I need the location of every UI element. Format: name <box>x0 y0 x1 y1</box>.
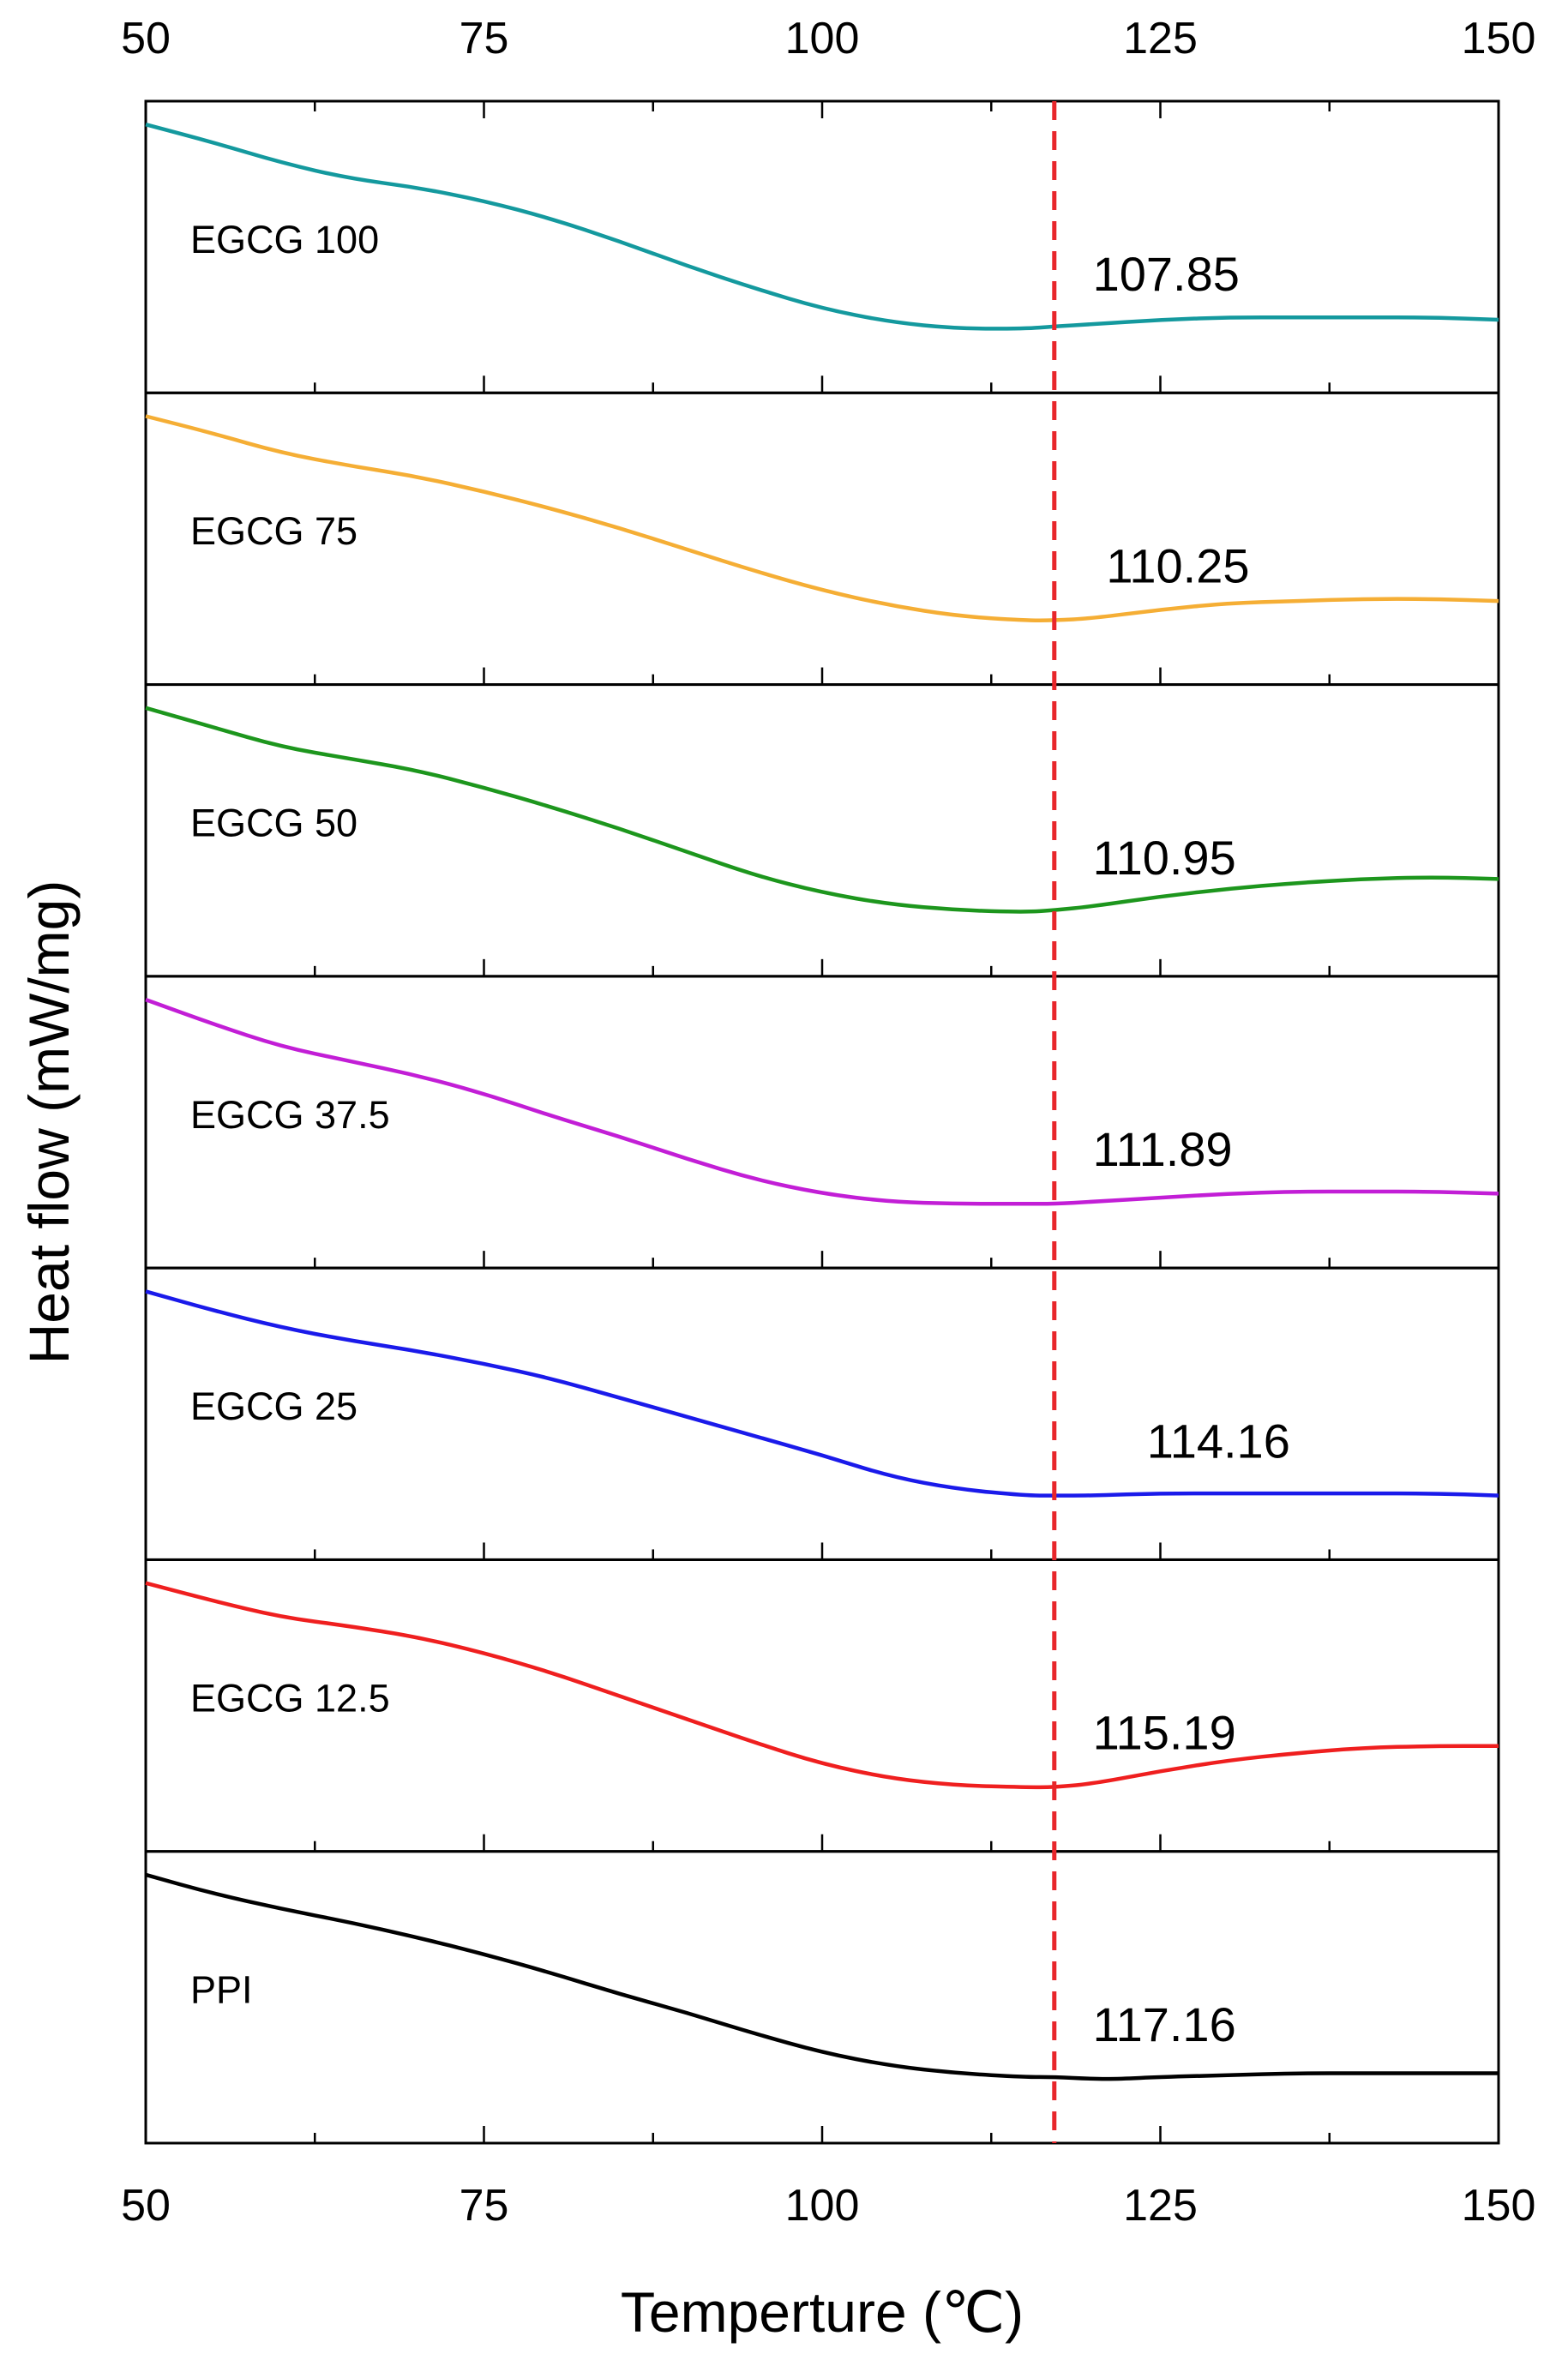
peak-value-label-ppi: 117.16 <box>1093 1997 1236 2051</box>
series-line-egcg-50 <box>145 706 1499 914</box>
series-line-egcg-100 <box>145 123 1499 331</box>
x-tick-label-top: 100 <box>785 14 860 63</box>
x-tick-label-top: 150 <box>1462 14 1536 63</box>
series-label-egcg-12-5: EGCG 12.5 <box>190 1676 390 1720</box>
series-line-egcg-75 <box>145 414 1499 622</box>
peak-value-label-egcg-100: 107.85 <box>1093 247 1240 301</box>
x-tick-label-top: 125 <box>1123 14 1198 63</box>
x-tick-label-bottom: 75 <box>460 2181 509 2231</box>
series-line-egcg-37-5 <box>145 997 1499 1206</box>
peak-value-label-egcg-37-5: 111.89 <box>1093 1122 1233 1176</box>
x-tick-label-bottom: 100 <box>785 2181 860 2231</box>
series-label-egcg-50: EGCG 50 <box>190 802 357 845</box>
y-axis-title: Heat flow (mW/mg) <box>17 880 81 1365</box>
x-axis-title: Temperture (℃) <box>621 2280 1024 2344</box>
x-tick-label-bottom: 125 <box>1123 2181 1198 2231</box>
peak-value-label-egcg-75: 110.25 <box>1106 538 1249 592</box>
series-label-egcg-37-5: EGCG 37.5 <box>190 1093 390 1137</box>
x-tick-label-bottom: 150 <box>1462 2181 1536 2231</box>
series-line-ppi <box>145 1872 1499 2081</box>
peak-value-label-egcg-12-5: 115.19 <box>1093 1706 1236 1760</box>
series-label-egcg-25: EGCG 25 <box>190 1384 357 1428</box>
series-line-egcg-12-5 <box>145 1581 1499 1790</box>
series-label-ppi: PPI <box>190 1968 253 2012</box>
series-line-egcg-25 <box>145 1289 1499 1498</box>
peak-value-label-egcg-25: 114.16 <box>1147 1414 1290 1468</box>
series-label-egcg-100: EGCG 100 <box>190 218 379 261</box>
x-tick-label-top: 75 <box>460 14 509 63</box>
x-tick-label-top: 50 <box>121 14 171 63</box>
panel-frame-ppi <box>144 1850 1500 2145</box>
series-label-egcg-75: EGCG 75 <box>190 509 357 553</box>
peak-value-label-egcg-50: 110.95 <box>1093 831 1236 885</box>
x-tick-label-bottom: 50 <box>121 2181 171 2231</box>
